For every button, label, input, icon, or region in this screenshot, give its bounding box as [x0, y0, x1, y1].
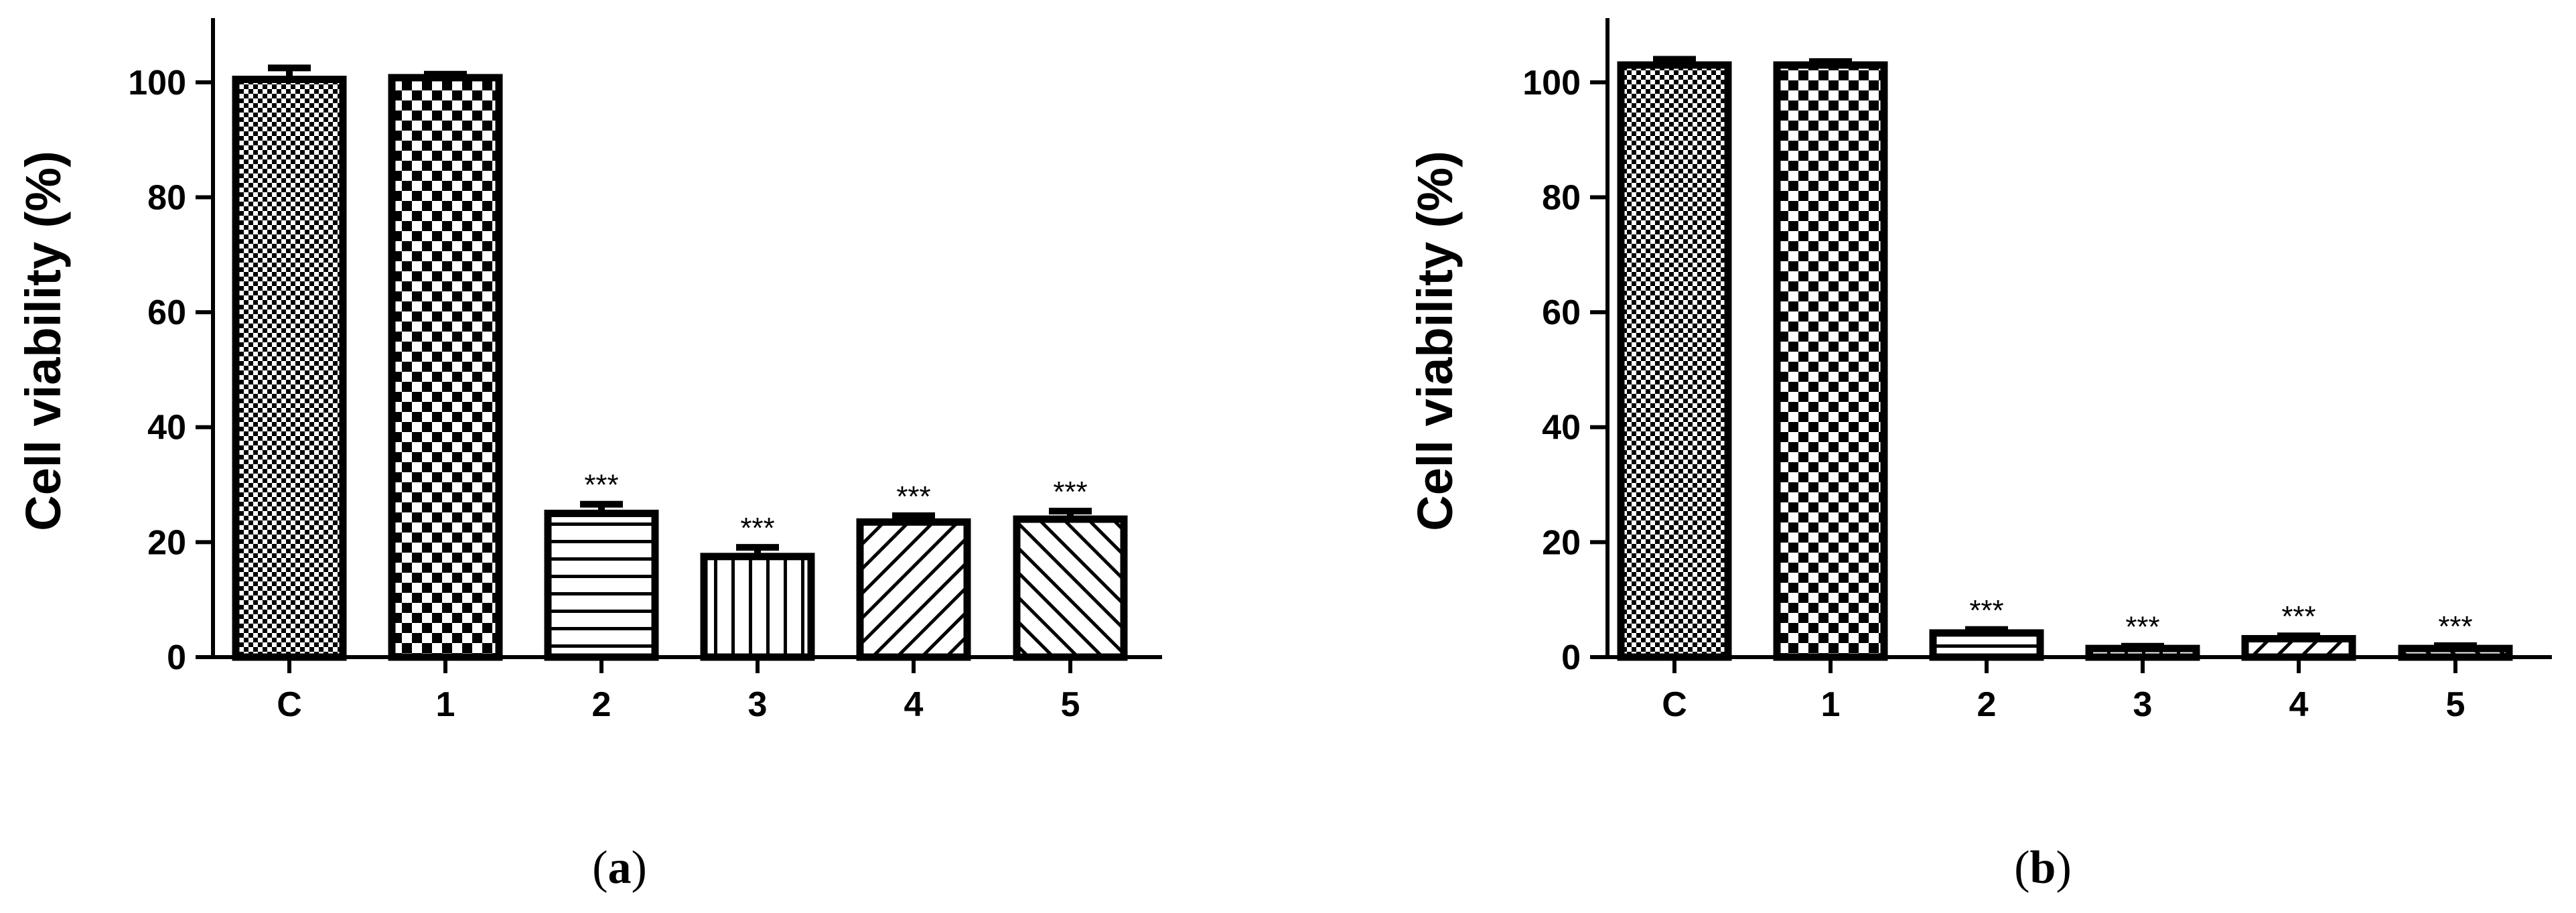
x-tick-label: 2 — [592, 685, 612, 724]
panel-b: 0 20 40 60 80 100 Cell viability (%) C 1 2 *** 3 ***… — [1407, 18, 2552, 894]
bar — [856, 518, 971, 661]
x-tick-label: 5 — [1061, 685, 1080, 724]
x-tick-label: 5 — [2446, 685, 2465, 724]
significance-label: *** — [1969, 594, 2003, 627]
y-tick-label: 80 — [147, 178, 186, 217]
x-tick-label: 2 — [1977, 685, 1997, 724]
bar — [1617, 61, 1732, 661]
bar — [1929, 629, 2044, 661]
x-tick-label: 4 — [904, 685, 924, 724]
bar — [544, 509, 659, 661]
x-tick-label: 1 — [1821, 685, 1841, 724]
panel-label: (a) — [592, 842, 647, 894]
y-tick-label: 0 — [167, 638, 186, 677]
x-tick-label: 3 — [2133, 685, 2153, 724]
y-tick-label: 60 — [147, 293, 186, 332]
x-tick-label: C — [1662, 685, 1687, 724]
significance-label: *** — [1053, 476, 1087, 508]
y-tick-label: 100 — [1522, 64, 1581, 102]
x-tick-label: 4 — [2289, 685, 2309, 724]
bar — [232, 76, 347, 661]
significance-label: *** — [2438, 610, 2472, 643]
bar — [700, 553, 815, 661]
panel-a: 0 20 40 60 80 100 Cell viability (%) C 1 2 *** 3 ***… — [15, 18, 1162, 894]
bar — [1013, 515, 1128, 661]
y-axis-title: Cell viability (%) — [1407, 151, 1463, 531]
bar — [2241, 635, 2356, 661]
y-tick-label: 40 — [1542, 409, 1581, 447]
x-tick-label: C — [277, 685, 302, 724]
bar — [2398, 644, 2513, 661]
significance-label: *** — [2125, 611, 2159, 644]
x-tick-label: 1 — [436, 685, 455, 724]
significance-label: *** — [740, 512, 774, 545]
significance-label: *** — [584, 469, 618, 502]
y-tick-label: 20 — [1542, 523, 1581, 562]
bar — [1773, 61, 1888, 661]
panel-label: (b) — [2014, 842, 2072, 894]
y-tick-label: 0 — [1561, 638, 1581, 677]
y-tick-label: 20 — [147, 523, 186, 562]
y-tick-label: 80 — [1542, 178, 1581, 217]
bar — [2085, 644, 2200, 661]
significance-label: *** — [896, 480, 930, 513]
y-tick-label: 40 — [147, 409, 186, 447]
significance-label: *** — [2281, 600, 2315, 633]
y-axis-title: Cell viability (%) — [15, 151, 71, 531]
y-tick-label: 60 — [1542, 293, 1581, 332]
x-tick-label: 3 — [748, 685, 768, 724]
y-tick-label: 100 — [128, 64, 186, 102]
bar — [388, 74, 503, 661]
